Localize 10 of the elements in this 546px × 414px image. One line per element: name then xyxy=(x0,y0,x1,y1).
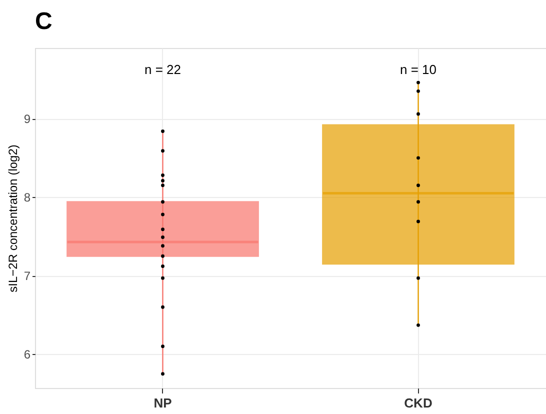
y-tick-label: 9 xyxy=(24,112,31,126)
y-tick-label: 6 xyxy=(24,348,31,362)
chart-title: C xyxy=(35,8,52,35)
annotation: n = 22 xyxy=(144,62,182,77)
x-tick-label: NP xyxy=(154,396,172,410)
x-tick-label: CKD xyxy=(404,396,432,410)
y-tick-label: 8 xyxy=(24,190,31,205)
y-tick-label: 7 xyxy=(24,269,31,284)
annotation: n = 10 xyxy=(400,62,437,77)
y-axis-title: sIL−2R concentration (log2) xyxy=(6,144,20,292)
